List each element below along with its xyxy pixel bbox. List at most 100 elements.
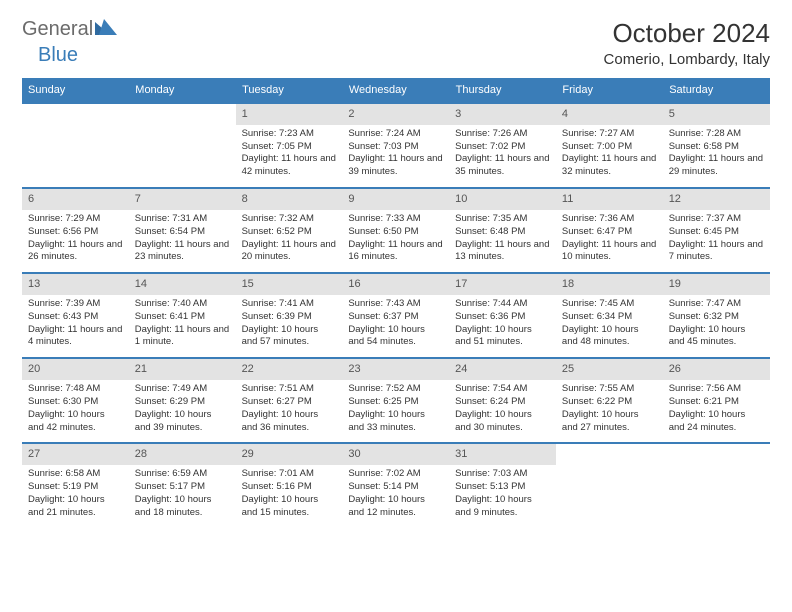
day-content xyxy=(129,125,236,187)
day-content xyxy=(556,465,663,527)
day-content: Sunrise: 7:51 AMSunset: 6:27 PMDaylight:… xyxy=(236,380,343,442)
day-number: 14 xyxy=(129,274,236,295)
day-number: 2 xyxy=(342,104,449,125)
sunset-text: Sunset: 6:41 PM xyxy=(135,311,230,324)
daylight-text: Daylight: 10 hours and 51 minutes. xyxy=(455,324,550,350)
day-number: 3 xyxy=(449,104,556,125)
day-cell: 9Sunrise: 7:33 AMSunset: 6:50 PMDaylight… xyxy=(342,188,449,273)
sunset-text: Sunset: 6:47 PM xyxy=(562,226,657,239)
daylight-text: Daylight: 11 hours and 16 minutes. xyxy=(348,239,443,265)
sunset-text: Sunset: 6:45 PM xyxy=(669,226,764,239)
daylight-text: Daylight: 11 hours and 23 minutes. xyxy=(135,239,230,265)
location-text: Comerio, Lombardy, Italy xyxy=(604,51,770,68)
day-number: 9 xyxy=(342,189,449,210)
day-number: 17 xyxy=(449,274,556,295)
sunset-text: Sunset: 7:05 PM xyxy=(242,141,337,154)
day-cell: 3Sunrise: 7:26 AMSunset: 7:02 PMDaylight… xyxy=(449,103,556,188)
day-content: Sunrise: 7:39 AMSunset: 6:43 PMDaylight:… xyxy=(22,295,129,357)
day-cell: 18Sunrise: 7:45 AMSunset: 6:34 PMDayligh… xyxy=(556,273,663,358)
daylight-text: Daylight: 10 hours and 45 minutes. xyxy=(669,324,764,350)
sunrise-text: Sunrise: 7:41 AM xyxy=(242,298,337,311)
day-number: 8 xyxy=(236,189,343,210)
sunset-text: Sunset: 5:19 PM xyxy=(28,481,123,494)
day-number: 25 xyxy=(556,359,663,380)
sunrise-text: Sunrise: 7:29 AM xyxy=(28,213,123,226)
day-number: 4 xyxy=(556,104,663,125)
sunset-text: Sunset: 6:52 PM xyxy=(242,226,337,239)
day-number xyxy=(129,104,236,125)
sunset-text: Sunset: 6:34 PM xyxy=(562,311,657,324)
day-cell: 11Sunrise: 7:36 AMSunset: 6:47 PMDayligh… xyxy=(556,188,663,273)
sunset-text: Sunset: 5:13 PM xyxy=(455,481,550,494)
day-content: Sunrise: 7:44 AMSunset: 6:36 PMDaylight:… xyxy=(449,295,556,357)
sunrise-text: Sunrise: 7:36 AM xyxy=(562,213,657,226)
sunrise-text: Sunrise: 7:56 AM xyxy=(669,383,764,396)
day-number: 30 xyxy=(342,444,449,465)
day-number: 24 xyxy=(449,359,556,380)
day-content: Sunrise: 7:24 AMSunset: 7:03 PMDaylight:… xyxy=(342,125,449,187)
day-content: Sunrise: 7:02 AMSunset: 5:14 PMDaylight:… xyxy=(342,465,449,527)
day-number: 16 xyxy=(342,274,449,295)
day-content: Sunrise: 7:26 AMSunset: 7:02 PMDaylight:… xyxy=(449,125,556,187)
week-row: 27Sunrise: 6:58 AMSunset: 5:19 PMDayligh… xyxy=(22,443,770,527)
day-cell: 12Sunrise: 7:37 AMSunset: 6:45 PMDayligh… xyxy=(663,188,770,273)
logo-text-blue: Blue xyxy=(38,44,78,67)
sunrise-text: Sunrise: 7:43 AM xyxy=(348,298,443,311)
day-cell: 21Sunrise: 7:49 AMSunset: 6:29 PMDayligh… xyxy=(129,358,236,443)
sunset-text: Sunset: 6:32 PM xyxy=(669,311,764,324)
sunset-text: Sunset: 5:14 PM xyxy=(348,481,443,494)
day-content: Sunrise: 7:47 AMSunset: 6:32 PMDaylight:… xyxy=(663,295,770,357)
day-cell xyxy=(663,443,770,527)
week-row: 6Sunrise: 7:29 AMSunset: 6:56 PMDaylight… xyxy=(22,188,770,273)
sunset-text: Sunset: 6:30 PM xyxy=(28,396,123,409)
week-row: 1Sunrise: 7:23 AMSunset: 7:05 PMDaylight… xyxy=(22,103,770,188)
sunrise-text: Sunrise: 7:47 AM xyxy=(669,298,764,311)
dayhead-sun: Sunday xyxy=(22,78,129,103)
daylight-text: Daylight: 11 hours and 29 minutes. xyxy=(669,153,764,179)
sunrise-text: Sunrise: 7:48 AM xyxy=(28,383,123,396)
day-number xyxy=(22,104,129,125)
logo-text-gray: General xyxy=(22,18,93,41)
day-content: Sunrise: 7:49 AMSunset: 6:29 PMDaylight:… xyxy=(129,380,236,442)
week-row: 13Sunrise: 7:39 AMSunset: 6:43 PMDayligh… xyxy=(22,273,770,358)
sunrise-text: Sunrise: 7:01 AM xyxy=(242,468,337,481)
sunrise-text: Sunrise: 7:31 AM xyxy=(135,213,230,226)
sunrise-text: Sunrise: 7:28 AM xyxy=(669,128,764,141)
dayhead-mon: Monday xyxy=(129,78,236,103)
dayhead-fri: Friday xyxy=(556,78,663,103)
sunset-text: Sunset: 6:39 PM xyxy=(242,311,337,324)
daylight-text: Daylight: 10 hours and 24 minutes. xyxy=(669,409,764,435)
day-content: Sunrise: 7:35 AMSunset: 6:48 PMDaylight:… xyxy=(449,210,556,272)
day-cell: 29Sunrise: 7:01 AMSunset: 5:16 PMDayligh… xyxy=(236,443,343,527)
day-content: Sunrise: 7:45 AMSunset: 6:34 PMDaylight:… xyxy=(556,295,663,357)
day-number: 18 xyxy=(556,274,663,295)
day-content: Sunrise: 7:55 AMSunset: 6:22 PMDaylight:… xyxy=(556,380,663,442)
daylight-text: Daylight: 10 hours and 54 minutes. xyxy=(348,324,443,350)
daylight-text: Daylight: 10 hours and 57 minutes. xyxy=(242,324,337,350)
daylight-text: Daylight: 10 hours and 15 minutes. xyxy=(242,494,337,520)
sunrise-text: Sunrise: 7:37 AM xyxy=(669,213,764,226)
sunset-text: Sunset: 6:27 PM xyxy=(242,396,337,409)
day-cell: 22Sunrise: 7:51 AMSunset: 6:27 PMDayligh… xyxy=(236,358,343,443)
daylight-text: Daylight: 10 hours and 21 minutes. xyxy=(28,494,123,520)
header: General October 2024 Comerio, Lombardy, … xyxy=(22,18,770,68)
daylight-text: Daylight: 11 hours and 20 minutes. xyxy=(242,239,337,265)
sunset-text: Sunset: 6:56 PM xyxy=(28,226,123,239)
day-number: 1 xyxy=(236,104,343,125)
day-number: 29 xyxy=(236,444,343,465)
day-content: Sunrise: 7:37 AMSunset: 6:45 PMDaylight:… xyxy=(663,210,770,272)
sunrise-text: Sunrise: 6:58 AM xyxy=(28,468,123,481)
sunrise-text: Sunrise: 7:32 AM xyxy=(242,213,337,226)
sunrise-text: Sunrise: 7:27 AM xyxy=(562,128,657,141)
day-cell: 8 Sunrise: 7:32 AMSunset: 6:52 PMDaylight… xyxy=(236,188,343,273)
day-cell: 2Sunrise: 7:24 AMSunset: 7:03 PMDaylight… xyxy=(342,103,449,188)
day-number: 7 xyxy=(129,189,236,210)
day-content: Sunrise: 7:27 AMSunset: 7:00 PMDaylight:… xyxy=(556,125,663,187)
day-number: 12 xyxy=(663,189,770,210)
day-number: 11 xyxy=(556,189,663,210)
day-content: Sunrise: 6:58 AMSunset: 5:19 PMDaylight:… xyxy=(22,465,129,527)
day-content: Sunrise: 7:43 AMSunset: 6:37 PMDaylight:… xyxy=(342,295,449,357)
day-number: 22 xyxy=(236,359,343,380)
daylight-text: Daylight: 11 hours and 1 minute. xyxy=(135,324,230,350)
sunset-text: Sunset: 6:58 PM xyxy=(669,141,764,154)
